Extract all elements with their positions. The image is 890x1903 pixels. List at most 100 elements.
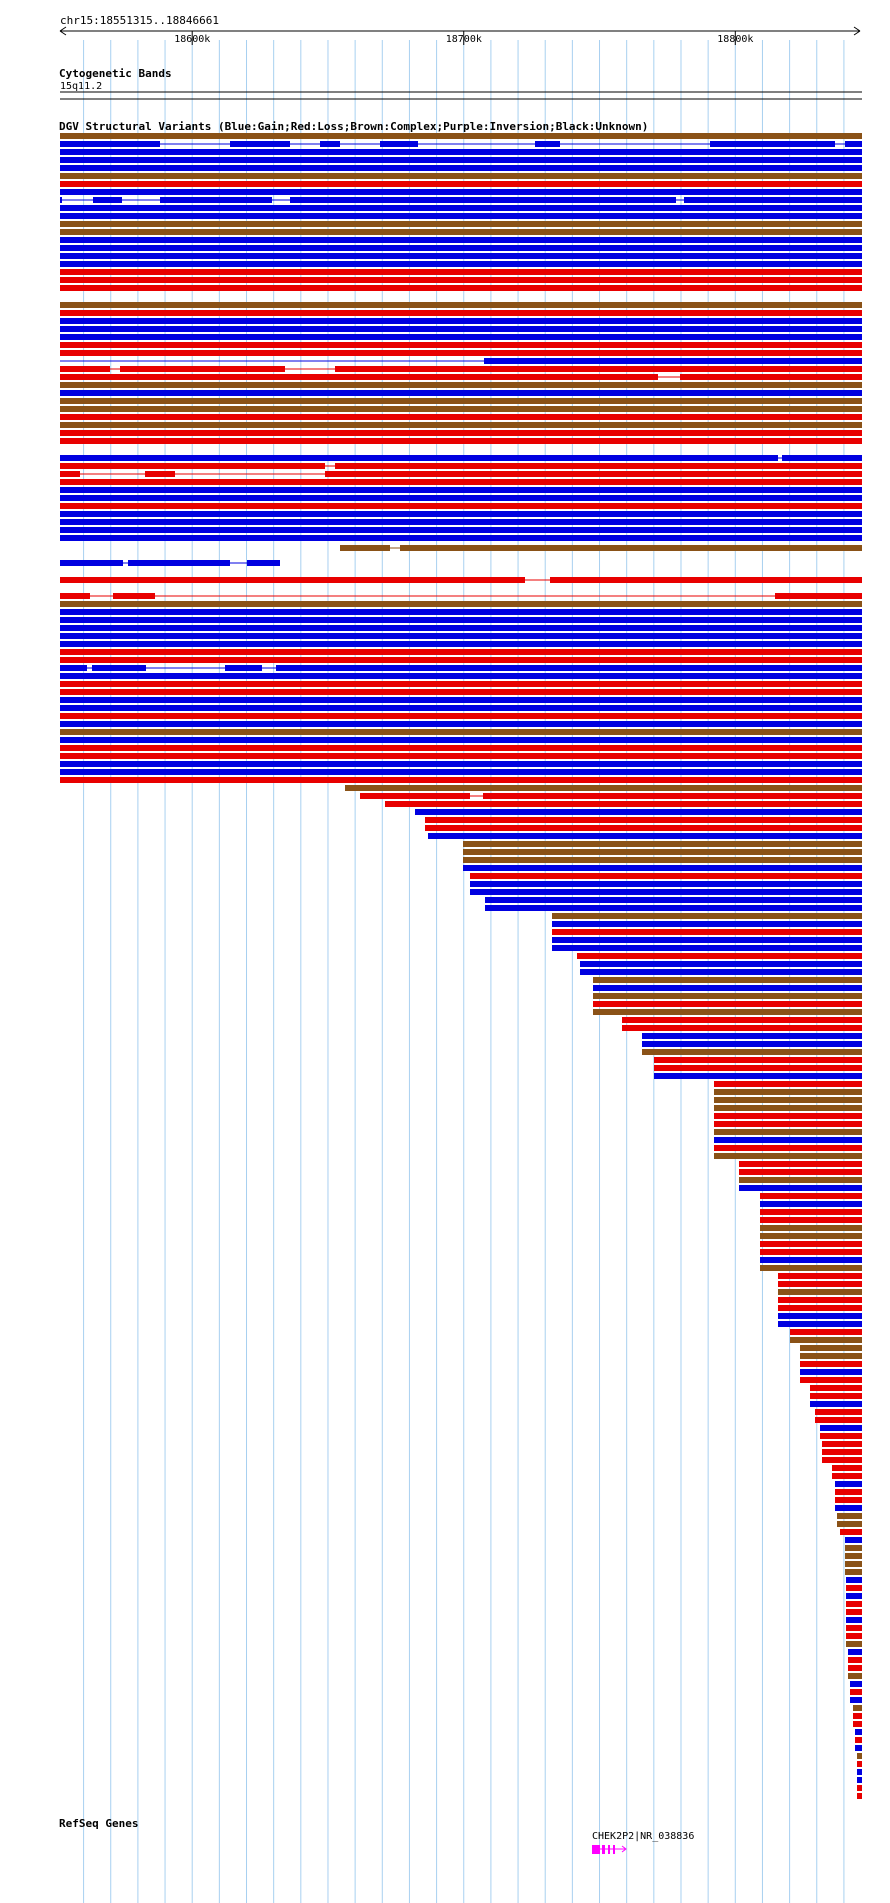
variant-row[interactable] (848, 1657, 862, 1663)
variant-block[interactable] (857, 1769, 862, 1775)
variant-block[interactable] (790, 1329, 862, 1335)
variant-block[interactable] (778, 1321, 862, 1327)
variant-row[interactable] (60, 577, 862, 583)
variant-block[interactable] (60, 277, 862, 283)
variant-row[interactable] (60, 617, 862, 623)
variant-block[interactable] (60, 479, 862, 485)
variant-block[interactable] (60, 593, 90, 599)
variant-block[interactable] (60, 657, 862, 663)
gene-exon[interactable] (602, 1845, 605, 1854)
variant-row[interactable] (552, 945, 862, 951)
variant-block[interactable] (832, 1473, 862, 1479)
variant-row[interactable] (60, 649, 862, 655)
variant-row[interactable] (714, 1145, 862, 1151)
variant-row[interactable] (60, 609, 862, 615)
variant-block[interactable] (857, 1761, 862, 1767)
variant-row[interactable] (60, 374, 862, 380)
variant-block[interactable] (778, 1297, 862, 1303)
variant-row[interactable] (340, 545, 862, 551)
variant-row[interactable] (846, 1617, 862, 1623)
variant-block[interactable] (60, 350, 862, 356)
variant-block[interactable] (552, 929, 862, 935)
variant-row[interactable] (60, 269, 862, 275)
variant-row[interactable] (60, 430, 862, 436)
variant-row[interactable] (846, 1593, 862, 1599)
variant-block[interactable] (60, 625, 862, 631)
variant-row[interactable] (760, 1265, 862, 1271)
variant-block[interactable] (485, 905, 862, 911)
variant-block[interactable] (577, 953, 862, 959)
variant-row[interactable] (857, 1769, 862, 1775)
variant-block[interactable] (846, 1585, 862, 1591)
variant-block[interactable] (60, 141, 160, 147)
variant-block[interactable] (593, 1001, 862, 1007)
variant-row[interactable] (60, 681, 862, 687)
variant-row[interactable] (642, 1049, 862, 1055)
variant-row[interactable] (60, 511, 862, 517)
variant-row[interactable] (853, 1713, 862, 1719)
variant-block[interactable] (810, 1393, 862, 1399)
variant-row[interactable] (345, 785, 862, 791)
variant-block[interactable] (470, 881, 862, 887)
variant-block[interactable] (848, 1649, 862, 1655)
variant-row[interactable] (60, 519, 862, 525)
variant-row[interactable] (60, 495, 862, 501)
variant-row[interactable] (60, 253, 862, 259)
variant-row[interactable] (60, 342, 862, 348)
variant-block[interactable] (760, 1201, 862, 1207)
variant-block[interactable] (760, 1233, 862, 1239)
variant-row[interactable] (846, 1633, 862, 1639)
variant-block[interactable] (593, 977, 862, 983)
variant-block[interactable] (60, 713, 862, 719)
variant-block[interactable] (335, 366, 862, 372)
variant-row[interactable] (778, 1305, 862, 1311)
variant-row[interactable] (60, 657, 862, 663)
gene-exon[interactable] (608, 1845, 610, 1854)
variant-row[interactable] (846, 1577, 862, 1583)
variant-row[interactable] (822, 1441, 862, 1447)
variant-block[interactable] (800, 1377, 862, 1383)
variant-block[interactable] (837, 1521, 862, 1527)
variant-row[interactable] (385, 801, 862, 807)
variant-block[interactable] (739, 1169, 862, 1175)
variant-block[interactable] (485, 897, 862, 903)
variant-row[interactable] (463, 849, 862, 855)
variant-block[interactable] (837, 1513, 862, 1519)
variant-block[interactable] (463, 865, 862, 871)
variant-block[interactable] (835, 1505, 862, 1511)
variant-row[interactable] (60, 149, 862, 155)
variant-block[interactable] (552, 937, 862, 943)
variant-block[interactable] (714, 1137, 862, 1143)
variant-row[interactable] (760, 1193, 862, 1199)
variant-block[interactable] (60, 438, 862, 444)
variant-row[interactable] (60, 406, 862, 412)
variant-row[interactable] (739, 1169, 862, 1175)
variant-block[interactable] (128, 560, 230, 566)
variant-row[interactable] (848, 1673, 862, 1679)
variant-block[interactable] (845, 1545, 862, 1551)
variant-block[interactable] (714, 1097, 862, 1103)
variant-block[interactable] (463, 841, 862, 847)
variant-row[interactable] (60, 237, 862, 243)
variant-row[interactable] (593, 1001, 862, 1007)
variant-row[interactable] (642, 1033, 862, 1039)
variant-block[interactable] (60, 577, 525, 583)
variant-block[interactable] (760, 1217, 862, 1223)
variant-row[interactable] (60, 673, 862, 679)
variant-row[interactable] (60, 141, 862, 147)
variant-row[interactable] (60, 390, 862, 396)
variant-row[interactable] (857, 1785, 862, 1791)
variant-row[interactable] (60, 334, 862, 340)
variant-row[interactable] (820, 1425, 862, 1431)
variant-row[interactable] (800, 1361, 862, 1367)
variant-row[interactable] (60, 593, 862, 599)
variant-block[interactable] (642, 1033, 862, 1039)
variant-row[interactable] (857, 1793, 862, 1799)
variant-block[interactable] (247, 560, 280, 566)
variant-row[interactable] (60, 697, 862, 703)
variant-row[interactable] (60, 745, 862, 751)
variant-row[interactable] (60, 197, 862, 203)
variant-row[interactable] (714, 1097, 862, 1103)
variant-row[interactable] (810, 1401, 862, 1407)
variant-block[interactable] (425, 817, 862, 823)
